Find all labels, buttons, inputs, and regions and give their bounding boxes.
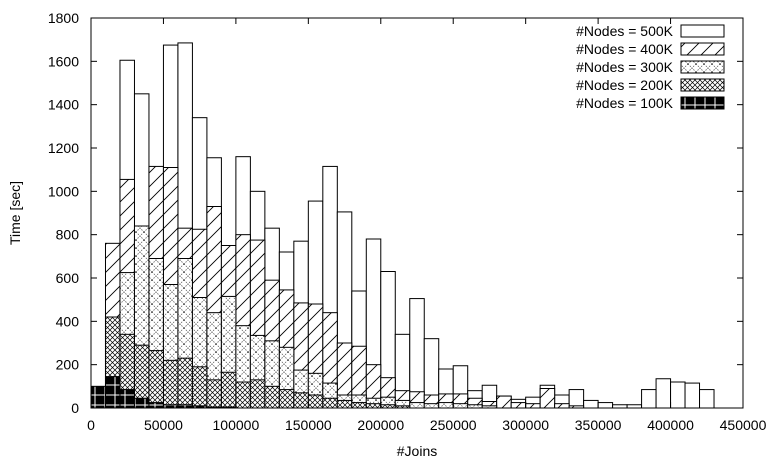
legend-swatch bbox=[680, 24, 725, 38]
histogram-bar bbox=[670, 381, 686, 409]
histogram-bar bbox=[148, 350, 164, 409]
y-tick-label: 200 bbox=[56, 357, 80, 373]
histogram-bar bbox=[423, 403, 440, 409]
histogram-bar bbox=[641, 389, 657, 409]
histogram-bar bbox=[177, 357, 193, 409]
y-axis-title: Time [sec] bbox=[7, 181, 23, 245]
legend-item: #Nodes = 500K bbox=[576, 23, 725, 39]
histogram-bar bbox=[351, 402, 367, 409]
legend-label: #Nodes = 500K bbox=[576, 23, 674, 39]
histogram-bar bbox=[162, 404, 179, 409]
x-tick-label: 100000 bbox=[213, 417, 260, 433]
histogram-bar bbox=[394, 405, 411, 409]
y-tick-label: 1800 bbox=[48, 10, 79, 26]
histogram-bar bbox=[539, 388, 556, 409]
x-tick-label: 50000 bbox=[144, 417, 183, 433]
histogram-bar bbox=[438, 402, 454, 409]
y-tick-label: 1200 bbox=[48, 140, 79, 156]
legend-item: #Nodes = 400K bbox=[576, 41, 725, 57]
legend-item: #Nodes = 200K bbox=[576, 77, 725, 93]
legend-item: #Nodes = 300K bbox=[576, 59, 725, 75]
x-tick-label: 150000 bbox=[285, 417, 332, 433]
x-tick-label: 250000 bbox=[430, 417, 477, 433]
histogram-bar bbox=[90, 385, 106, 409]
legend-swatch bbox=[680, 78, 725, 92]
histogram-bar bbox=[699, 389, 715, 409]
histogram-bar bbox=[133, 397, 150, 409]
histogram-bar bbox=[554, 403, 570, 409]
x-axis-title: #Joins bbox=[397, 443, 437, 459]
legend-label: #Nodes = 100K bbox=[576, 95, 674, 111]
y-tick-label: 1600 bbox=[48, 53, 79, 69]
y-tick-label: 0 bbox=[71, 400, 79, 416]
histogram-bar bbox=[119, 389, 135, 409]
legend-label: #Nodes = 400K bbox=[576, 41, 674, 57]
legend-swatch bbox=[680, 60, 725, 74]
x-tick-label: 450000 bbox=[720, 417, 767, 433]
x-tick-label: 400000 bbox=[647, 417, 694, 433]
histogram-bar bbox=[365, 403, 382, 409]
histogram-bar bbox=[148, 402, 164, 409]
x-tick-label: 350000 bbox=[575, 417, 622, 433]
histogram-bar bbox=[612, 404, 628, 409]
histogram-bar bbox=[510, 402, 527, 409]
histogram-bar bbox=[206, 406, 222, 409]
histogram-bar bbox=[220, 371, 237, 409]
legend-label: #Nodes = 300K bbox=[576, 59, 674, 75]
histogram-bar bbox=[191, 405, 208, 409]
histogram-bar bbox=[568, 389, 585, 409]
histogram-bar bbox=[525, 403, 541, 409]
histogram-bar bbox=[322, 397, 338, 409]
histogram-bar bbox=[597, 402, 614, 409]
y-tick-label: 400 bbox=[56, 313, 80, 329]
histogram-bar bbox=[380, 404, 396, 409]
histogram-bar bbox=[293, 392, 309, 409]
bars-group bbox=[90, 42, 715, 409]
legend-item: #Nodes = 100K bbox=[576, 95, 725, 111]
histogram-bar bbox=[655, 378, 672, 409]
y-tick-label: 600 bbox=[56, 270, 80, 286]
y-tick-label: 1000 bbox=[48, 183, 79, 199]
histogram-bar bbox=[235, 381, 251, 409]
histogram-bar bbox=[583, 399, 599, 409]
histogram-bar bbox=[409, 402, 425, 409]
histogram-bar bbox=[496, 395, 512, 409]
legend-swatch bbox=[680, 42, 725, 56]
histogram-bar bbox=[162, 359, 179, 409]
histogram-bar bbox=[307, 394, 324, 409]
legend: #Nodes = 500K #Nodes = 400K #Nodes = 300K #… bbox=[576, 23, 725, 111]
histogram-bar bbox=[336, 399, 353, 409]
histogram-bar bbox=[278, 389, 295, 409]
histogram-bar bbox=[626, 404, 643, 409]
legend-swatch bbox=[680, 96, 725, 110]
histogram-bar bbox=[452, 403, 469, 409]
histogram-bar bbox=[264, 385, 280, 409]
y-tick-label: 1400 bbox=[48, 97, 79, 113]
legend-label: #Nodes = 200K bbox=[576, 77, 674, 93]
x-tick-label: 300000 bbox=[502, 417, 549, 433]
x-tick-label: 0 bbox=[87, 417, 95, 433]
histogram-bar bbox=[220, 406, 237, 409]
plot-area: 0 50000 100000 150000 200000 250000 300000 3500… bbox=[48, 10, 767, 433]
x-tick-label: 200000 bbox=[357, 417, 404, 433]
histogram-bar bbox=[467, 404, 483, 409]
histogram-bar bbox=[684, 382, 701, 409]
ticks-group: 0 50000 100000 150000 200000 250000 300000 3500… bbox=[48, 10, 767, 433]
histogram-bar bbox=[249, 379, 266, 409]
histogram-bar bbox=[206, 379, 222, 409]
histogram-bar bbox=[481, 405, 498, 409]
histogram-bar bbox=[104, 376, 121, 409]
histogram-bar bbox=[568, 405, 585, 409]
histogram-bar bbox=[177, 404, 193, 409]
histogram-bar bbox=[191, 366, 208, 409]
y-tick-label: 800 bbox=[56, 227, 80, 243]
